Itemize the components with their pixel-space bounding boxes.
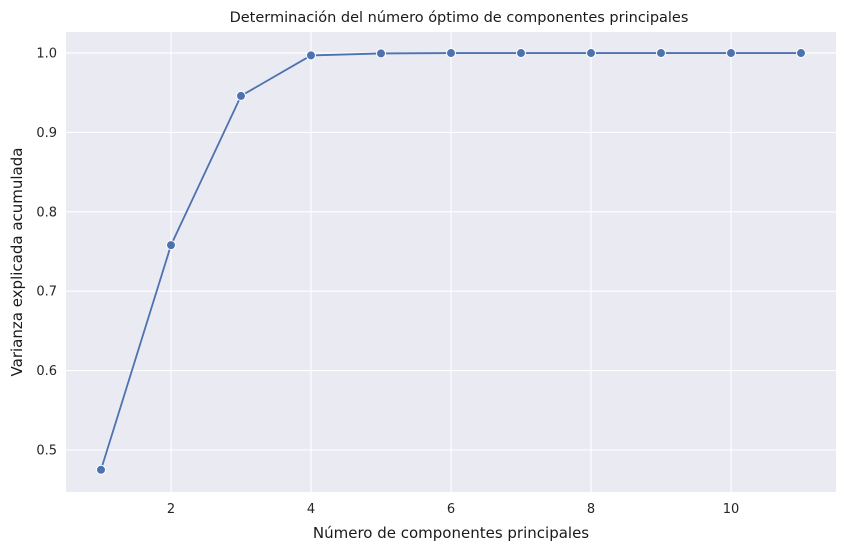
x-tick-label: 2	[167, 502, 175, 517]
y-tick-label: 0.8	[36, 205, 57, 220]
chart-title: Determinación del número óptimo de compo…	[230, 10, 689, 26]
x-tick-label: 8	[587, 502, 595, 517]
data-point	[586, 48, 596, 59]
data-point	[96, 464, 106, 475]
y-tick-label: 0.5	[36, 443, 57, 458]
x-tick-label: 6	[447, 502, 455, 517]
x-tick-label: 10	[723, 502, 740, 517]
data-point	[516, 48, 526, 59]
data-point	[306, 50, 316, 61]
data-point	[656, 48, 666, 59]
y-tick-label: 1.0	[36, 47, 57, 62]
y-tick-label: 0.9	[36, 126, 57, 141]
y-tick-label: 0.6	[36, 364, 57, 379]
data-point	[446, 48, 456, 59]
y-axis-label: Varianza explicada acumulada	[8, 148, 26, 377]
x-tick-label: 4	[307, 502, 315, 517]
data-point	[796, 48, 806, 59]
x-gridlines	[170, 32, 732, 492]
series-markers	[96, 48, 806, 475]
x-axis-label: Número de componentes principales	[313, 524, 589, 542]
x-tick-labels: 2 4 6 8 10	[167, 502, 739, 517]
data-point	[236, 90, 246, 101]
y-tick-label: 0.7	[36, 285, 57, 300]
data-point	[376, 48, 386, 59]
y-tick-labels: 0.5 0.6 0.7 0.8 0.9 1.0	[36, 47, 57, 459]
data-point	[726, 48, 736, 59]
data-point	[166, 240, 176, 251]
